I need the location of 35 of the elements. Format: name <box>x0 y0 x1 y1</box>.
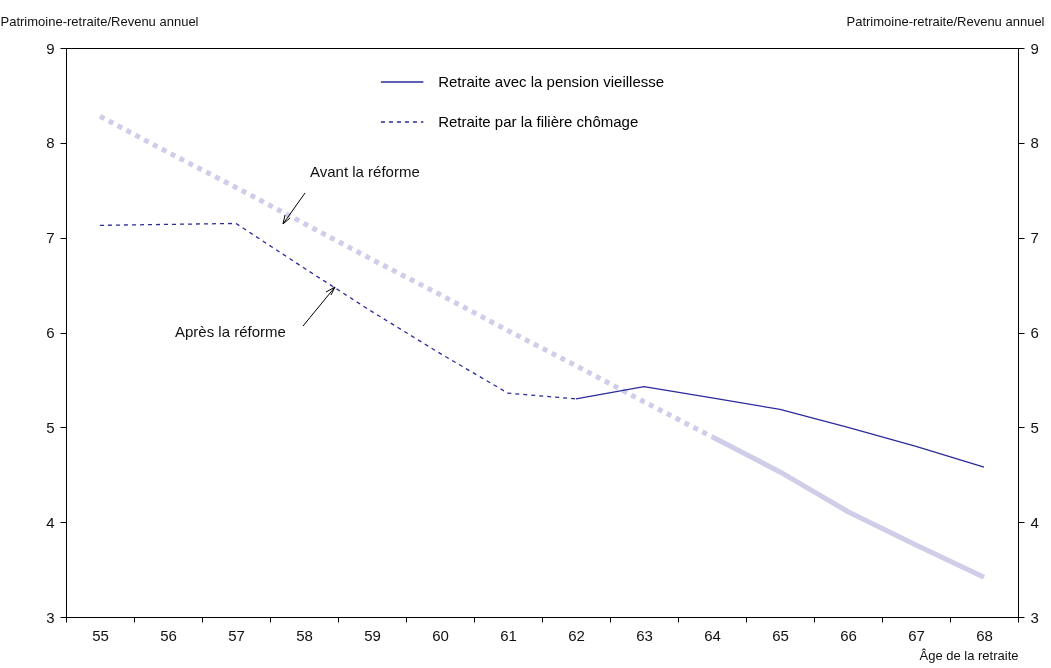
y2-tick-label: 4 <box>1030 513 1039 531</box>
legend-label: Retraite avec la pension vieillesse <box>438 73 665 90</box>
x-tick-label: 56 <box>160 626 177 644</box>
y-tick-label: 6 <box>46 324 55 341</box>
x-tick-label: 58 <box>296 626 313 644</box>
y2-tick-label: 3 <box>1030 608 1039 626</box>
x-tick-label: 55 <box>92 626 109 644</box>
y-axis-title: Patrimoine-retraite/Revenu annuel <box>0 13 199 29</box>
y-tick-label: 9 <box>46 39 55 57</box>
legend-label: Retraite par la filière chômage <box>438 113 639 130</box>
y2-tick-label: 8 <box>1030 134 1039 152</box>
y-tick-label: 5 <box>46 418 55 436</box>
y2-tick-label: 7 <box>1030 229 1039 247</box>
y2-tick-label: 9 <box>1030 39 1039 57</box>
x-tick-label: 63 <box>636 626 653 644</box>
x-tick-label: 59 <box>364 626 381 644</box>
x-tick-label: 68 <box>976 626 993 644</box>
x-tick-label: 61 <box>500 626 517 644</box>
x-axis-title: Âge de la retraite <box>919 647 1019 663</box>
y2-tick-label: 6 <box>1030 324 1039 341</box>
x-tick-label: 67 <box>908 626 925 644</box>
y-tick-label: 8 <box>46 134 55 152</box>
x-tick-label: 64 <box>704 626 721 644</box>
x-tick-label: 62 <box>568 626 585 644</box>
y2-tick-label: 5 <box>1030 418 1039 436</box>
x-tick-label: 66 <box>840 626 857 644</box>
x-tick-label: 65 <box>772 626 789 644</box>
annotation: Avant la réforme <box>310 163 420 180</box>
x-tick-label: 57 <box>228 626 245 644</box>
y2-axis-title: Patrimoine-retraite/Revenu annuel <box>846 13 1045 29</box>
y-tick-label: 3 <box>46 608 55 626</box>
x-tick-label: 60 <box>432 626 449 644</box>
annotation: Après la réforme <box>175 323 286 340</box>
y-tick-label: 7 <box>46 229 55 247</box>
y-tick-label: 4 <box>46 513 55 531</box>
